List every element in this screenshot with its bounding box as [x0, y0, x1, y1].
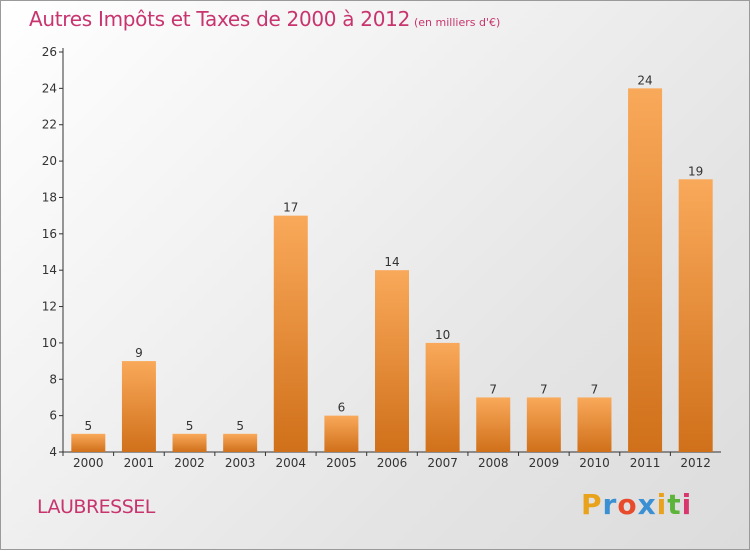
bar-value-label: 5: [84, 419, 92, 433]
x-tick-label: 2012: [680, 456, 711, 470]
bar-value-label: 5: [186, 419, 194, 433]
bar: [678, 179, 713, 453]
chart-title-text: Autres Impôts et Taxes de 2000 à 2012: [29, 7, 410, 31]
x-tick-label: 2010: [579, 456, 610, 470]
bar-value-label: 17: [283, 201, 298, 215]
x-tick-label: 2005: [326, 456, 357, 470]
y-tick-label: 16: [42, 227, 57, 241]
town-name: LAUBRESSEL: [37, 496, 155, 518]
x-tick-label: 2009: [529, 456, 560, 470]
bar-value-label: 19: [688, 164, 703, 178]
bar-value-label: 5: [236, 419, 244, 433]
bar: [121, 361, 156, 452]
x-axis: 2000 2001 2002 2003 2004 2005 2006 2007 2008 2009…: [62, 451, 721, 470]
bar: [172, 433, 207, 452]
bar: [71, 433, 106, 452]
bar: [324, 415, 359, 452]
x-tick-label: 2006: [377, 456, 408, 470]
y-tick-label: 6: [49, 409, 57, 423]
bar: [577, 397, 612, 452]
logo-letter: r: [602, 488, 618, 521]
x-tick-label: 2007: [427, 456, 458, 470]
chart-title: Autres Impôts et Taxes de 2000 à 2012 (en…: [29, 7, 500, 31]
y-tick-label: 26: [42, 45, 57, 59]
y-tick-label: 18: [42, 190, 57, 204]
bar: [425, 342, 460, 452]
logo-letter: t: [667, 488, 682, 521]
bar-value-label: 7: [540, 382, 548, 396]
x-tick-label: 2003: [225, 456, 256, 470]
logo-letter: i: [681, 488, 693, 521]
bar-value-label: 14: [384, 255, 399, 269]
bar: [526, 397, 561, 452]
x-tick-label: 2001: [124, 456, 155, 470]
x-tick-label: 2008: [478, 456, 509, 470]
y-tick-label: 20: [42, 154, 57, 168]
y-tick-label: 4: [49, 445, 57, 459]
logo-letter: o: [617, 488, 638, 521]
logo-letter: x: [637, 488, 657, 521]
bar-value-label: 9: [135, 346, 143, 360]
y-tick-label: 22: [42, 118, 57, 132]
bar-value-label: 24: [637, 73, 652, 87]
bar: [476, 397, 511, 452]
y-tick-label: 24: [42, 81, 57, 95]
bars: 5 9 5 5 17 6 14 10 7 7 7 24 19: [71, 73, 713, 453]
bar: [223, 433, 258, 452]
x-tick-label: 2002: [174, 456, 205, 470]
bar-value-label: 6: [338, 401, 346, 415]
proxiti-logo: Proxiti: [581, 488, 692, 521]
y-axis: 4 6 8 10 12 14 16 18 20 22 24 26: [42, 45, 64, 459]
x-tick-label: 2011: [630, 456, 661, 470]
x-tick-label: 2000: [73, 456, 104, 470]
bar-value-label: 10: [435, 328, 450, 342]
y-tick-label: 8: [49, 372, 57, 386]
logo-letter: i: [656, 488, 668, 521]
bar: [273, 215, 308, 452]
logo-letter: P: [581, 488, 603, 521]
bar: [375, 270, 409, 452]
y-tick-label: 12: [42, 300, 57, 314]
bar-value-label: 7: [489, 382, 497, 396]
y-tick-label: 14: [42, 263, 57, 277]
y-tick-label: 10: [42, 336, 57, 350]
chart-unit-label: (en milliers d'€): [414, 16, 501, 29]
bar: [628, 88, 663, 452]
bar-value-label: 7: [591, 382, 599, 396]
x-tick-label: 2004: [275, 456, 306, 470]
